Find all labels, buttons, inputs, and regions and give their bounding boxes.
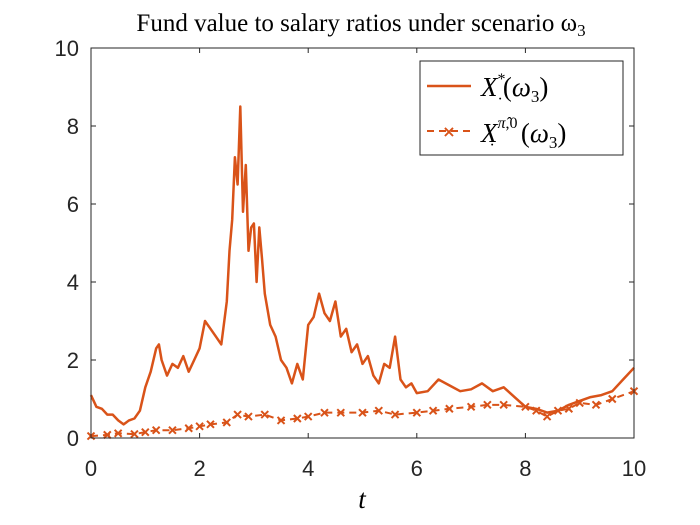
series-marker bbox=[206, 420, 215, 429]
series-marker bbox=[320, 408, 329, 417]
series-marker bbox=[428, 406, 438, 415]
legend-box bbox=[419, 60, 624, 156]
series-marker bbox=[532, 406, 541, 415]
series-marker bbox=[103, 430, 112, 440]
legend-label-benchmark: Xπ̂,0 · (ω3) bbox=[480, 115, 566, 154]
series-layer bbox=[86, 105, 639, 441]
series-marker bbox=[222, 418, 231, 427]
x-tick-label: 6 bbox=[411, 456, 423, 481]
series-marker bbox=[390, 410, 400, 419]
y-tick-label: 0 bbox=[67, 426, 79, 451]
y-tick-label: 6 bbox=[67, 192, 79, 217]
series-marker bbox=[521, 402, 530, 412]
x-tick-label: 10 bbox=[622, 456, 646, 481]
series-marker bbox=[483, 400, 492, 410]
x-tick-label: 4 bbox=[302, 456, 314, 481]
series-marker bbox=[374, 406, 383, 415]
series-marker bbox=[564, 404, 574, 413]
y-tick-label: 2 bbox=[67, 348, 79, 373]
x-tick-label: 2 bbox=[193, 456, 205, 481]
series-marker bbox=[276, 416, 286, 425]
y-tick-label: 10 bbox=[55, 36, 79, 61]
series-marker bbox=[233, 410, 242, 419]
series-marker bbox=[195, 422, 204, 431]
series-marker bbox=[466, 402, 476, 412]
series-marker bbox=[151, 425, 161, 435]
series-marker bbox=[575, 398, 584, 408]
series-marker bbox=[499, 400, 508, 410]
series-marker bbox=[608, 394, 617, 404]
plot-frame bbox=[90, 47, 635, 439]
series-marker bbox=[113, 429, 123, 438]
series-marker bbox=[184, 424, 193, 433]
series-marker bbox=[553, 406, 563, 415]
series-marker bbox=[141, 427, 150, 437]
series-line-optimal bbox=[89, 105, 635, 426]
chart-title: Fund value to salary ratios under scenar… bbox=[136, 10, 585, 40]
y-tick-label: 4 bbox=[67, 270, 79, 295]
series-marker bbox=[244, 412, 253, 421]
series-marker bbox=[168, 425, 177, 435]
x-axis-label: t bbox=[358, 484, 367, 514]
series-marker bbox=[293, 414, 302, 423]
series-marker bbox=[445, 404, 454, 413]
legend-marker-x: × bbox=[442, 122, 455, 141]
series-marker bbox=[303, 412, 313, 421]
series-marker bbox=[542, 412, 552, 421]
y-tick-label: 8 bbox=[67, 114, 79, 139]
series-marker bbox=[412, 408, 422, 417]
series-marker bbox=[336, 408, 345, 417]
ticks-layer: 0 2 4 6 8 10 0 2 4 6 8 10 bbox=[55, 36, 647, 481]
series-marker bbox=[130, 429, 139, 439]
x-tick-label: 0 bbox=[85, 456, 97, 481]
x-tick-label: 8 bbox=[519, 456, 531, 481]
series-marker bbox=[358, 408, 367, 417]
series-marker bbox=[591, 400, 601, 410]
legend: X* ·(ω3) × Xπ̂,0 · (ω3) bbox=[419, 60, 624, 156]
legend-label-optimal: X* ·(ω3) bbox=[480, 71, 548, 108]
series-marker bbox=[260, 410, 269, 419]
